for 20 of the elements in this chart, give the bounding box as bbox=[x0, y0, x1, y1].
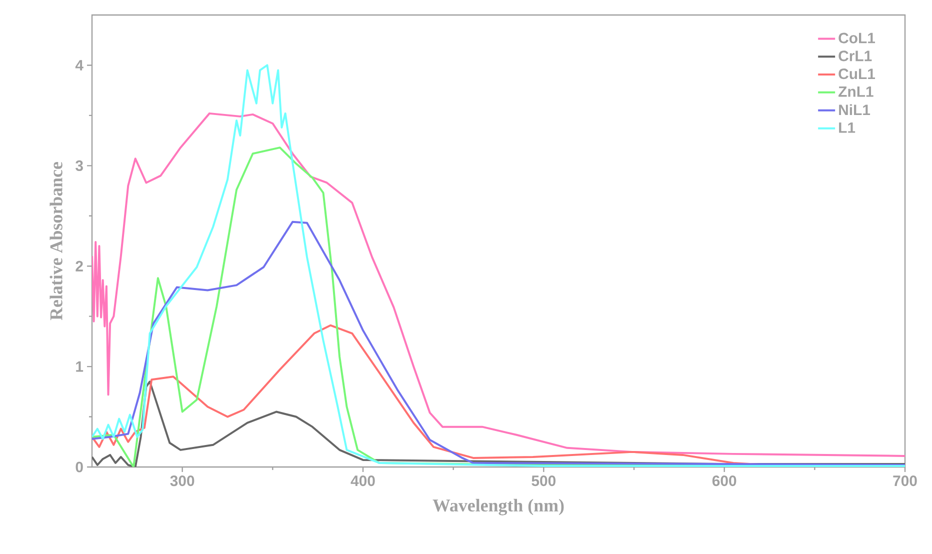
line-series bbox=[92, 380, 906, 467]
legend-label: CoL1 bbox=[838, 32, 876, 44]
legend-label: L1 bbox=[839, 122, 856, 133]
y-tick-label: 3 bbox=[76, 160, 83, 171]
legend-label: CuL1 bbox=[838, 68, 876, 80]
y-tick-label: 4 bbox=[75, 60, 84, 70]
y-tick-label: 1 bbox=[76, 361, 84, 372]
legend-label: ZnL1 bbox=[838, 86, 874, 97]
x-tick-label: 500 bbox=[532, 476, 556, 486]
x-tick-label: 600 bbox=[712, 476, 736, 486]
legend-label: CrL1 bbox=[838, 50, 872, 62]
line-series bbox=[92, 220, 906, 466]
legend-label: NiL1 bbox=[839, 104, 870, 116]
x-tick-label: 300 bbox=[170, 476, 194, 486]
y-tick-label: 0 bbox=[76, 462, 83, 472]
x-tick-label: 700 bbox=[893, 476, 917, 486]
y-tick-label: 2 bbox=[76, 260, 83, 272]
x-tick-label: 400 bbox=[350, 476, 375, 486]
y-axis-title: Relative Absorbance bbox=[50, 162, 62, 320]
x-axis-title: Wavelength (nm) bbox=[432, 498, 564, 516]
